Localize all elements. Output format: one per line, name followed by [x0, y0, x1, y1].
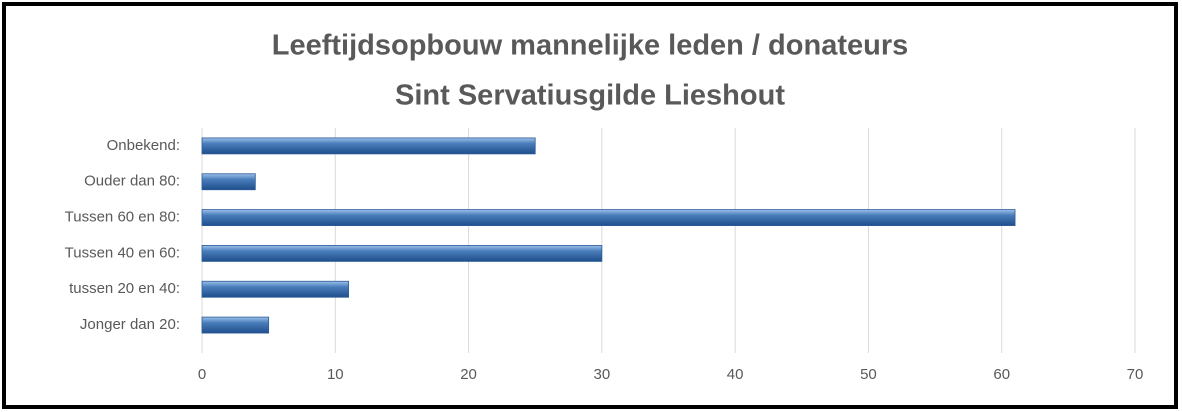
bar — [201, 316, 270, 334]
x-tick-label: 40 — [727, 366, 744, 383]
bar — [201, 245, 603, 262]
x-tick-label: 70 — [1127, 366, 1144, 383]
bar — [201, 209, 1016, 226]
x-tick-label: 10 — [327, 366, 344, 383]
bar — [201, 137, 536, 155]
x-tick-label: 50 — [860, 366, 877, 383]
x-tick-label: 30 — [594, 366, 611, 383]
y-tick-label: Tussen 40 en 60: — [65, 244, 180, 261]
x-tick-label: 60 — [993, 366, 1010, 383]
chart-title: Leeftijdsopbouw mannelijke leden / donat… — [272, 30, 909, 62]
x-tick-label: 0 — [198, 366, 206, 383]
bar — [201, 280, 350, 298]
chart-title: Sint Servatiusgilde Lieshout — [395, 80, 785, 112]
y-tick-label: Onbekend: — [107, 137, 180, 154]
y-tick-label: Tussen 60 en 80: — [65, 209, 180, 226]
bar — [201, 173, 256, 191]
x-tick-label: 20 — [460, 366, 477, 383]
y-tick-label: Jonger dan 20: — [80, 316, 180, 333]
y-tick-label: tussen 20 en 40: — [69, 280, 180, 297]
y-tick-label: Ouder dan 80: — [84, 173, 180, 190]
